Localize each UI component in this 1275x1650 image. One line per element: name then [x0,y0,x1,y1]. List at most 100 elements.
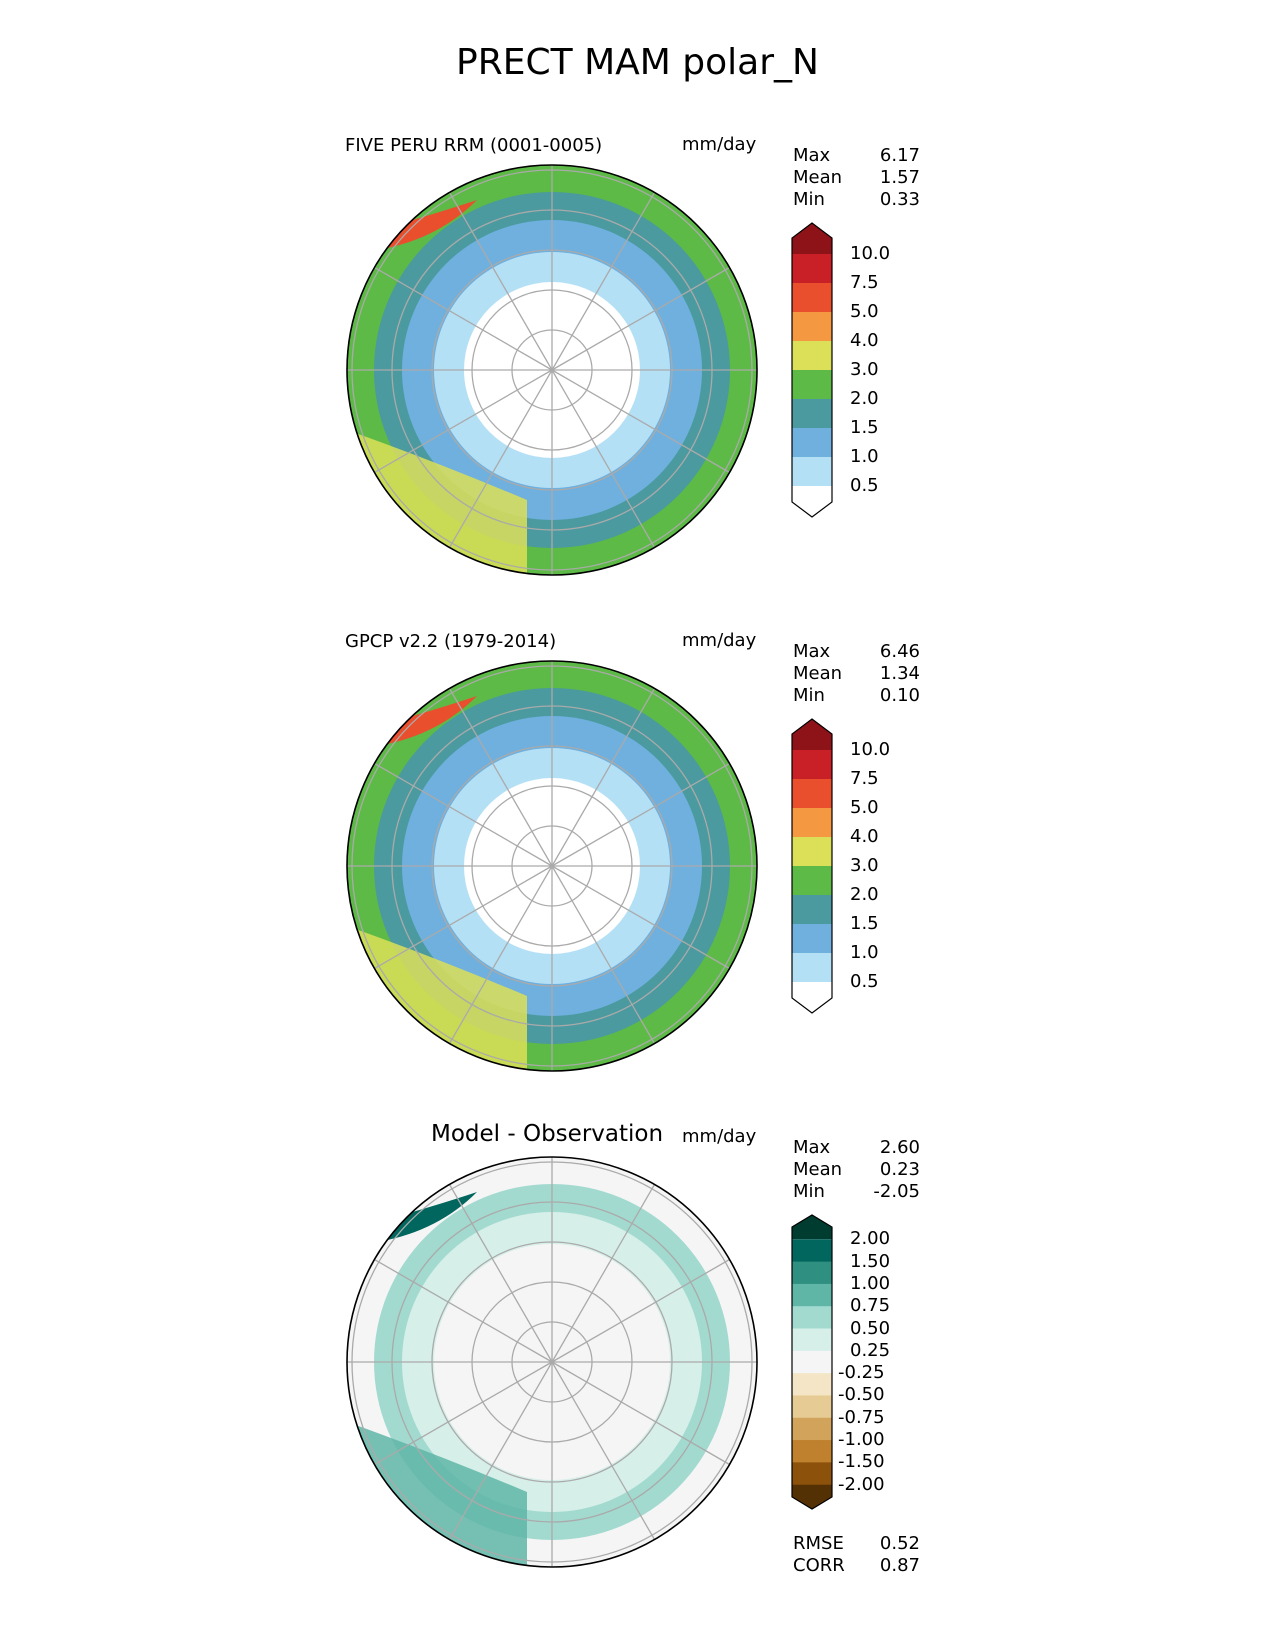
colorbar-tick-label: 0.5 [850,475,879,496]
colorbar-outline [791,718,833,1014]
panel-3-stat-max-label: Max [793,1137,831,1158]
panel-3-stat-mean-value: 0.23 [879,1159,920,1180]
graticule-meridian [446,1179,553,1363]
graticule-meridian [446,369,553,553]
panel-2-stat-mean-value: 1.34 [879,663,920,684]
colorbar-tick-label: 1.5 [850,913,879,934]
colorbar-swatch [792,1239,832,1263]
colorbar-swatch [792,1462,832,1486]
colorbar-tick-label: -1.00 [838,1429,885,1451]
colorbar-extend-max [792,1215,832,1240]
colorbar-tick-label: 10.0 [850,739,891,760]
panel-2-stat-max-value: 6.46 [879,641,920,662]
panel-3-corr-value: 0.87 [879,1555,920,1576]
colorbar-extend-min [792,982,832,1013]
graticule-meridian [551,865,658,1049]
graticule-meridian [551,1256,735,1363]
graticule-meridian [551,369,735,476]
panel-2-stat-min-value: 0.10 [879,685,920,706]
colorbar-swatch [792,428,832,458]
map-boundary [346,164,758,576]
map-boundary [346,660,758,1072]
panel-1-stat-mean-label: Mean [793,167,843,188]
panel-3-rmse-value: 0.52 [879,1533,920,1554]
colorbar-swatch [792,283,832,313]
colorbar-swatch [792,312,832,342]
colorbar-tick-label: 5.0 [850,301,879,322]
graticule-meridian [551,1361,735,1468]
colorbar-swatch [792,457,832,487]
colorbar-swatch [792,254,832,284]
panel-1-stat-mean-value: 1.57 [879,167,920,188]
panel-3-stat-min-label: Min [793,1181,825,1202]
colorbar-extend-max [792,719,832,750]
graticule-meridian [446,187,553,371]
graticule-meridian [369,369,553,476]
colorbar-swatch [792,1283,832,1307]
figure-title: PRECT MAM polar_N [456,42,819,83]
graticule-meridian [551,264,735,371]
colorbar-tick-label: 4.0 [850,826,879,847]
colorbar-swatch [792,341,832,371]
graticule-meridian [369,264,553,371]
panel-3-rmse-label: RMSE [793,1533,844,1554]
colorbar-tick-label: 3.0 [850,855,879,876]
graticule-meridian [551,1179,658,1363]
colorbar-swatch [792,1373,832,1396]
colorbar-tick-label: -1.50 [838,1451,885,1473]
colorbar-tick-label: 2.0 [850,884,879,905]
colorbar-swatch [792,924,832,954]
colorbar-tick-label: 0.5 [850,971,879,992]
graticule-meridian [551,187,658,371]
colorbar-outline [791,1214,833,1510]
colorbar-swatch [792,866,832,896]
colorbar-tick-label: 0.75 [850,1295,891,1317]
colorbar-tick-label: 2.00 [850,1228,891,1250]
colorbar-swatch [792,895,832,925]
colorbar-tick-label: 2.0 [850,388,879,409]
panel-1-stat-max-value: 6.17 [879,145,920,166]
colorbar-swatch [792,370,832,400]
colorbar-tick-label: 1.50 [850,1250,891,1272]
panel-3-stat-max-value: 2.60 [879,1137,920,1158]
panel-2-stat-max-label: Max [793,641,831,662]
colorbar-swatch [792,1417,832,1441]
colorbar-3 [791,1214,833,1510]
graticule-meridian [551,369,658,553]
panel-3-stat-min-value: -2.05 [873,1181,920,1202]
panel-2-stat-min-label: Min [793,685,825,706]
colorbar-tick-label: 4.0 [850,330,879,351]
colorbar-tick-label: 1.00 [850,1272,891,1294]
colorbar-1 [791,222,833,518]
graticule-meridian [369,1256,553,1363]
colorbar-swatch [792,750,832,780]
colorbar-swatch [792,1350,832,1374]
panel-2-title: GPCP v2.2 (1979-2014) [345,631,557,652]
colorbar-2 [791,718,833,1014]
colorbar-swatch [792,1440,832,1463]
colorbar-swatch [792,399,832,429]
panel-2-units: mm/day [682,630,757,651]
graticule-meridian [446,683,553,867]
colorbar-swatch [792,1261,832,1285]
colorbar-swatch [792,1306,832,1330]
panel-1-title: FIVE PERU RRM (0001-0005) [345,135,603,156]
graticule-meridian [446,865,553,1049]
colorbar-tick-label: -0.25 [838,1362,885,1384]
graticule-meridian [446,1361,553,1545]
map-panel-3 [346,1156,758,1568]
colorbar-tick-label: -0.50 [838,1384,885,1406]
colorbar-swatch [792,1395,832,1419]
colorbar-extend-max [792,223,832,254]
map-boundary [346,1156,758,1568]
panel-1-stat-min-value: 0.33 [879,189,920,210]
colorbar-tick-label: -0.75 [838,1406,885,1428]
graticule-meridian [369,1361,553,1468]
colorbar-swatch [792,808,832,838]
graticule-meridian [551,1361,658,1545]
panel-1-units: mm/day [682,134,757,155]
graticule-meridian [551,683,658,867]
map-panel-1 [346,164,758,576]
colorbar-tick-label: 7.5 [850,768,879,789]
